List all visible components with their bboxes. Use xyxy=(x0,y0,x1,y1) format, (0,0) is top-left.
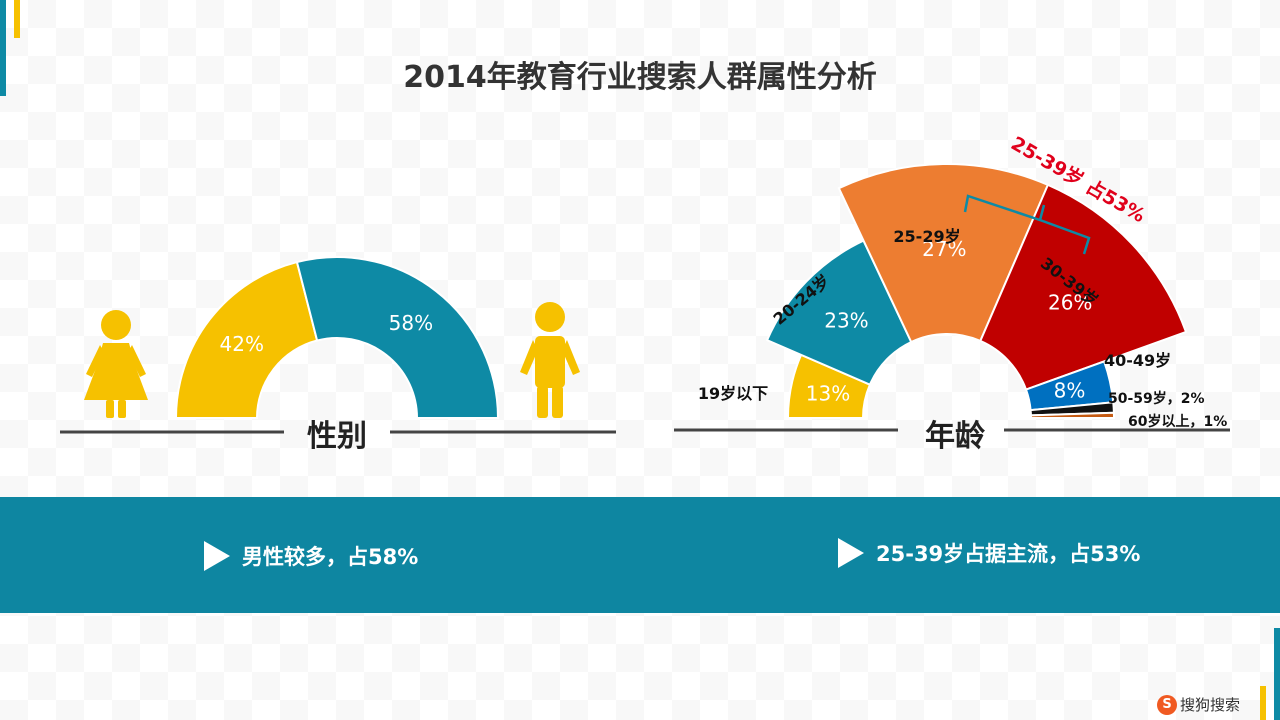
brand-text: 搜狗搜索 xyxy=(1180,696,1241,714)
age-slice-6 xyxy=(1029,411,1116,419)
age-label-25-29: 25-29岁 xyxy=(893,227,960,246)
age-bracket xyxy=(963,194,1091,255)
age-label-50-59: 50-59岁，2% xyxy=(1108,390,1205,407)
brand: S 搜狗搜索 xyxy=(1157,694,1240,715)
age-slice-label-4: 8% xyxy=(1054,379,1086,403)
right-accent-bar-gold xyxy=(1260,686,1266,720)
gender-summary-text: 男性较多，占58% xyxy=(242,545,419,569)
gender-summary: 男性较多，占58% xyxy=(204,541,418,571)
age-slice-label-0: 13% xyxy=(806,381,850,405)
gender-slice-0 xyxy=(174,260,319,419)
play-triangle-icon xyxy=(204,541,230,571)
female-icon xyxy=(84,310,148,418)
gender-slice-label-1: 58% xyxy=(389,311,433,335)
gender-slice-1 xyxy=(295,256,500,419)
age-chart-title: 年龄 xyxy=(925,419,986,454)
play-triangle-icon xyxy=(838,538,864,568)
age-summary-text: 25-39岁占据主流，占53% xyxy=(876,542,1141,566)
left-accent-bar-gold xyxy=(14,0,20,38)
page-title: 2014年教育行业搜索人群属性分析 xyxy=(403,60,877,95)
male-icon xyxy=(520,302,580,418)
age-label-under-19: 19岁以下 xyxy=(698,384,768,403)
age-summary: 25-39岁占据主流，占53% xyxy=(838,538,1140,568)
sogou-logo-icon: S xyxy=(1157,694,1177,715)
age-slice-3 xyxy=(979,183,1188,391)
age-slice-label-1: 23% xyxy=(824,309,868,333)
gender-chart-title: 性别 xyxy=(307,419,367,454)
age-slice-1 xyxy=(765,239,913,386)
age-label-60-plus: 60岁以上，1% xyxy=(1128,413,1227,430)
left-accent-bar-teal xyxy=(0,0,6,96)
age-slice-label-2: 27% xyxy=(922,237,966,261)
gender-chart: 42% 58% 性别 xyxy=(60,256,616,454)
age-chart: 13%23%27%26%8% 年龄 19岁以下 20-24岁 25-29岁 30… xyxy=(674,132,1230,454)
gender-slice-label-0: 42% xyxy=(220,332,264,356)
age-slice-2 xyxy=(837,163,1050,344)
age-label-40-49: 40-49岁 xyxy=(1104,351,1171,370)
age-slice-label-3: 26% xyxy=(1048,290,1092,314)
right-accent-bar-teal xyxy=(1274,628,1280,720)
